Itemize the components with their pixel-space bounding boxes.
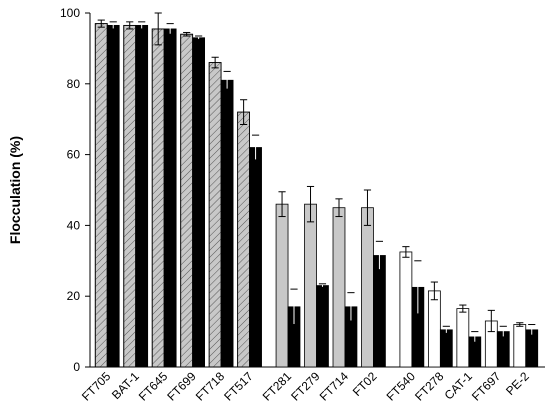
hatch (123, 24, 137, 368)
bar (332, 207, 346, 368)
y-tick-label: 20 (67, 289, 81, 303)
error-bar (516, 322, 524, 327)
error-bar (126, 21, 134, 30)
hatch (151, 28, 165, 368)
x-tick-label: FT697 (469, 369, 504, 404)
error-bar (97, 19, 105, 28)
error-bar (240, 99, 248, 126)
error-bar (471, 331, 479, 343)
error-bar (278, 191, 286, 218)
hatch (208, 62, 222, 368)
y-tick-label: 80 (67, 77, 81, 91)
bar (220, 79, 234, 368)
x-tick-label: FT705 (79, 369, 114, 404)
error-bar (363, 189, 372, 226)
bar (275, 203, 289, 368)
x-tick-label: FT714 (317, 369, 352, 404)
x-tick-label: CAT-1 (442, 369, 476, 403)
bar (106, 24, 120, 368)
error-bar (375, 240, 384, 271)
error-bar (154, 12, 162, 46)
x-tick-label: BAT-1 (109, 369, 142, 402)
hatch (237, 111, 250, 368)
bar (399, 251, 413, 368)
bar (361, 207, 374, 368)
y-tick-label: 100 (60, 6, 80, 20)
x-tick-label: FT718 (193, 369, 228, 404)
error-bar (442, 325, 450, 334)
x-tick-label: FT645 (136, 369, 171, 404)
x-tick-label: FT281 (260, 369, 295, 404)
bar (316, 285, 329, 368)
x-tick-label: FT02 (350, 369, 380, 399)
bar (163, 28, 177, 368)
bar (135, 24, 149, 368)
bar (427, 290, 441, 368)
error-bar (318, 283, 327, 288)
x-tick-label: FT699 (164, 369, 199, 404)
error-bar (402, 246, 410, 258)
bar (456, 308, 470, 368)
y-tick-label: 0 (73, 360, 80, 374)
error-bar (166, 23, 174, 35)
error-bar (306, 185, 315, 223)
bar (249, 147, 262, 368)
error-bar (487, 309, 495, 333)
hatch (94, 23, 108, 368)
x-tick-label: PE-2 (503, 369, 532, 398)
hatch (180, 33, 194, 368)
error-bar (430, 281, 438, 301)
error-bar (211, 56, 219, 69)
error-bar (290, 288, 298, 326)
error-bar (195, 35, 203, 41)
error-bar (414, 260, 422, 315)
x-tick-label: FT279 (288, 369, 323, 404)
x-tick-label: FT278 (412, 369, 447, 404)
error-bar (499, 325, 507, 338)
error-bar (459, 304, 467, 313)
error-bar (223, 70, 231, 90)
y-axis-label: Flocculation (%) (7, 136, 23, 244)
error-bar (183, 31, 191, 37)
error-bar (335, 198, 343, 218)
y-tick-label: 60 (67, 148, 81, 162)
x-tick-label: FT540 (384, 369, 419, 404)
bar (439, 329, 453, 368)
bar (304, 203, 317, 368)
error-bar (251, 134, 260, 161)
bar (373, 255, 386, 368)
error-bar (528, 324, 536, 336)
y-tick-label: 40 (67, 218, 81, 232)
error-bar (347, 292, 355, 322)
error-bar (138, 21, 146, 30)
x-tick-label: FT517 (221, 369, 256, 404)
bar (192, 37, 206, 368)
error-bar (109, 21, 117, 30)
bar (513, 324, 527, 368)
